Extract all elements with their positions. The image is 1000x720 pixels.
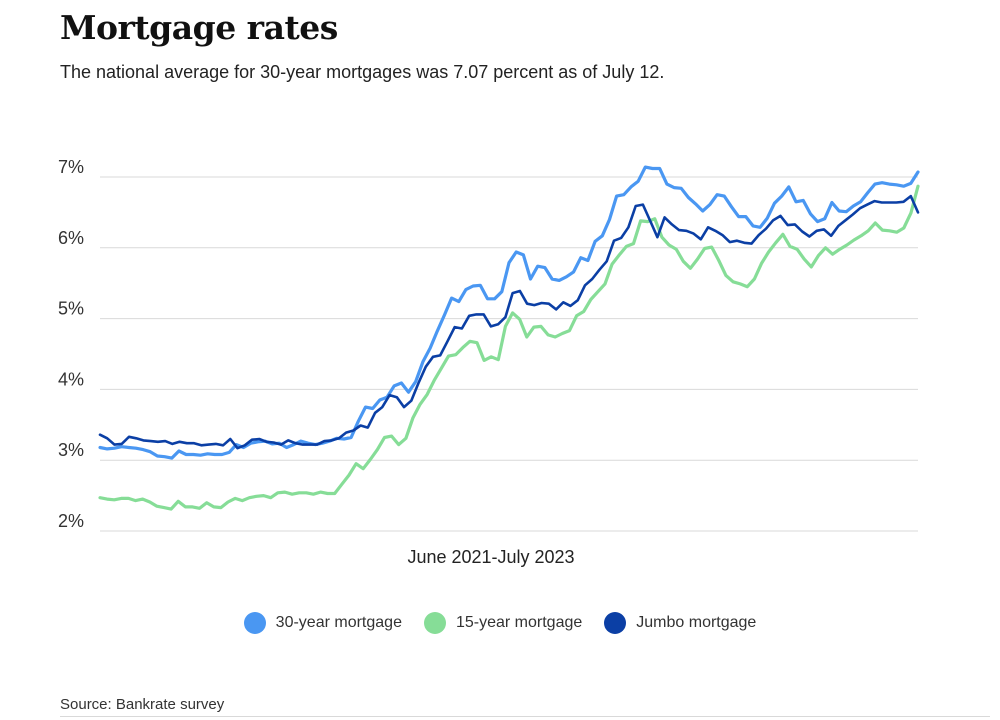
legend-swatch-jumbo xyxy=(604,612,627,634)
legend-label-30-year: 30-year mortgage xyxy=(275,614,402,631)
legend-swatch-15-year xyxy=(423,612,446,634)
chart-subtitle: The national average for 30-year mortgag… xyxy=(60,62,665,82)
y-tick-label: 6% xyxy=(58,228,84,248)
bottom-divider xyxy=(60,716,990,717)
y-tick-label: 2% xyxy=(58,511,84,531)
line-chart: 2% 3% 4% 5% 6% 7% June 2021-July 2023 xyxy=(58,157,920,567)
y-axis-ticks: 2% 3% 4% 5% 6% 7% xyxy=(58,157,84,531)
series-line-jumbo-mortgage xyxy=(98,194,920,450)
y-tick-label: 5% xyxy=(58,299,84,319)
legend-swatch-30-year xyxy=(243,612,266,634)
series-lines xyxy=(98,165,920,511)
legend-item-jumbo[interactable]: Jumbo mortgage xyxy=(604,612,756,634)
chart-title: Mortgage rates xyxy=(60,8,338,47)
gridlines xyxy=(100,176,918,532)
legend-label-15-year: 15-year mortgage xyxy=(455,614,583,631)
y-tick-label: 7% xyxy=(58,157,84,177)
legend-item-15-year[interactable]: 15-year mortgage xyxy=(423,612,583,634)
series-line-30-year-mortgage xyxy=(98,165,920,460)
y-tick-label: 4% xyxy=(58,369,84,389)
legend-label-jumbo: Jumbo mortgage xyxy=(636,614,757,631)
y-tick-label: 3% xyxy=(58,440,84,460)
source-note: Source: Bankrate survey xyxy=(60,696,225,713)
legend-item-30-year[interactable]: 30-year mortgage xyxy=(243,612,402,634)
x-axis-label: June 2021-July 2023 xyxy=(407,547,574,567)
legend: 30-year mortgage 15-year mortgage Jumbo … xyxy=(0,612,1000,634)
series-line-15-year-mortgage xyxy=(98,184,920,511)
